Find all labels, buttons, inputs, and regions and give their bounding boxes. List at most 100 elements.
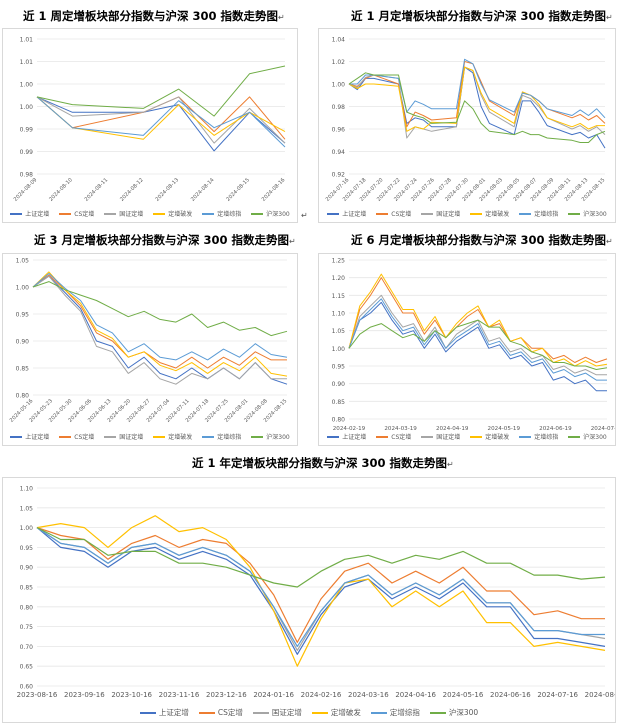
legend-item: 定增综指	[519, 432, 558, 441]
anchor-mark: ↵	[278, 13, 285, 22]
legend-item: 定增破发	[153, 432, 192, 441]
legend-label: 国证定增	[271, 708, 302, 717]
y-tick-label: 0.98	[20, 172, 34, 179]
series-line-定增破发	[36, 515, 606, 667]
y-tick-label: 1.00	[16, 285, 30, 292]
series-line-定增综指	[348, 298, 607, 381]
y-tick-label: 0.85	[16, 366, 30, 373]
month3-chart-panel: 0.80 0.85 0.90 0.95 1.00 1.05 2024-05-16 2024-0…	[2, 253, 298, 446]
x-tick-label: 2024-06-19	[539, 426, 572, 432]
legend-label: 定增综指	[534, 434, 559, 441]
legend-item: CS定增	[198, 707, 243, 718]
y-tick-label: 0.70	[20, 644, 34, 651]
legend-swatch	[519, 212, 532, 215]
series-line-定增破发	[348, 273, 608, 367]
legend-item: CS定增	[376, 432, 411, 441]
legend-label: 上证定增	[25, 434, 50, 441]
anchor-mark: ↵	[301, 211, 308, 220]
legend-label: 上证定增	[25, 211, 50, 218]
legend-swatch	[470, 435, 483, 438]
x-tick-label: 2024-03-19	[384, 426, 417, 432]
y-tick-label: 0.99	[20, 127, 34, 134]
month1-chart-panel: 0.92 0.94 0.96 0.98 1.00 1.02 1.04 2024-07-16 20…	[318, 28, 616, 223]
legend-item: 定增破发	[153, 209, 192, 218]
y-tick-label: 0.80	[332, 417, 346, 424]
series-line-国证定增	[36, 96, 286, 144]
year1-title-text: 近 1 年定增板块部分指数与沪深 300 指数走势图	[192, 456, 448, 470]
legend-swatch	[104, 435, 117, 438]
legend-swatch	[376, 212, 389, 215]
legend-item: 上证定增	[10, 432, 49, 441]
legend-label: 定增破发	[168, 211, 193, 218]
week-chart-title: 近 1 周定增板块部分指数与沪深 300 指数走势图↵	[23, 8, 285, 24]
legend-label: 定增破发	[485, 211, 510, 218]
y-tick-label: 0.98	[332, 104, 346, 111]
y-tick-label: 1.00	[20, 82, 34, 89]
legend-swatch	[519, 435, 532, 438]
x-tick-label: 2024-08-12	[119, 177, 145, 203]
x-tick-label: 2024-07-16	[537, 691, 578, 699]
series-line-沪深300	[36, 65, 286, 117]
legend-swatch	[153, 435, 166, 438]
legend-swatch	[202, 212, 215, 215]
legend-item: 上证定增	[327, 209, 366, 218]
y-tick-label: 1.04	[332, 37, 346, 44]
series-line-定增综指	[36, 96, 286, 148]
x-tick-label: 2024-08-16	[585, 691, 615, 699]
x-tick-label: 2024-02-16	[301, 691, 342, 699]
legend-item: 国证定增	[421, 209, 460, 218]
y-tick-label: 1.01	[20, 37, 34, 44]
legend-swatch	[198, 711, 215, 714]
y-tick-label: 0.65	[20, 664, 34, 671]
legend-swatch	[327, 435, 340, 438]
legend-item: 沪深300	[568, 209, 607, 218]
y-tick-label: 0.95	[20, 545, 34, 552]
legend-swatch	[10, 212, 23, 215]
legend-swatch	[139, 711, 156, 714]
month1-chart-svg: 0.920.940.960.981.001.021.042024-07-1620…	[325, 37, 607, 203]
series-line-定增破发	[32, 271, 288, 377]
y-tick-label: 0.90	[20, 565, 34, 572]
legend-label: 定增综指	[217, 211, 242, 218]
legend-item: 沪深300	[429, 707, 478, 718]
month3-title-text: 近 3 月定增板块部分指数与沪深 300 指数走势图	[34, 233, 290, 247]
series-line-上证定增	[36, 527, 606, 655]
series-line-沪深300	[348, 319, 608, 370]
series-line-CS定增	[32, 274, 287, 369]
y-tick-label: 1.00	[20, 525, 34, 532]
legend-swatch	[421, 212, 434, 215]
legend-label: 定增破发	[168, 434, 193, 441]
x-tick-label: 2023-12-16	[206, 691, 247, 699]
y-tick-label: 0.80	[20, 604, 34, 611]
series-line-沪深300	[348, 72, 606, 143]
series-line-CS定增	[348, 277, 608, 363]
legend-label: 定增综指	[534, 211, 559, 218]
legend-item: 定增破发	[311, 707, 361, 718]
legend-label: 上证定增	[342, 434, 367, 441]
y-tick-label: 0.90	[16, 339, 30, 346]
x-tick-label: 2024-01-16	[253, 691, 294, 699]
legend-item: 沪深300	[251, 432, 290, 441]
series-line-国证定增	[32, 275, 287, 385]
year1-chart-panel: 0.60 0.65 0.70 0.75 0.80 0.85 0.90 0.95 1.00 1.05…	[2, 477, 616, 723]
legend-swatch	[327, 212, 340, 215]
series-line-沪深300	[32, 281, 288, 337]
x-tick-label: 2024-05-16	[443, 691, 484, 699]
month1-chart-title: 近 1 月定增板块部分指数与沪深 300 指数走势图↵	[351, 8, 613, 24]
y-tick-label: 0.80	[16, 393, 30, 400]
x-tick-label: 2023-09-16	[64, 691, 105, 699]
legend-item: 定增综指	[202, 209, 241, 218]
legend-item: 沪深300	[568, 432, 607, 441]
x-tick-label: 2023-08-16	[17, 691, 58, 699]
series-line-上证定增	[348, 66, 606, 149]
series-line-定增综指	[349, 58, 606, 119]
y-tick-label: 1.20	[332, 275, 346, 282]
week-legend: 上证定增 CS定增 国证定增 定增破发 定增综指 沪深300	[3, 209, 297, 218]
legend-label: 国证定增	[436, 434, 461, 441]
legend-swatch	[59, 212, 72, 215]
x-tick-label: 2024-08-14	[190, 177, 216, 203]
legend-label: 沪深300	[266, 434, 290, 441]
month6-legend: 上证定增 CS定增 国证定增 定增破发 定增综指 沪深300	[319, 432, 615, 441]
y-tick-label: 0.90	[332, 381, 346, 388]
legend-item: CS定增	[376, 209, 411, 218]
